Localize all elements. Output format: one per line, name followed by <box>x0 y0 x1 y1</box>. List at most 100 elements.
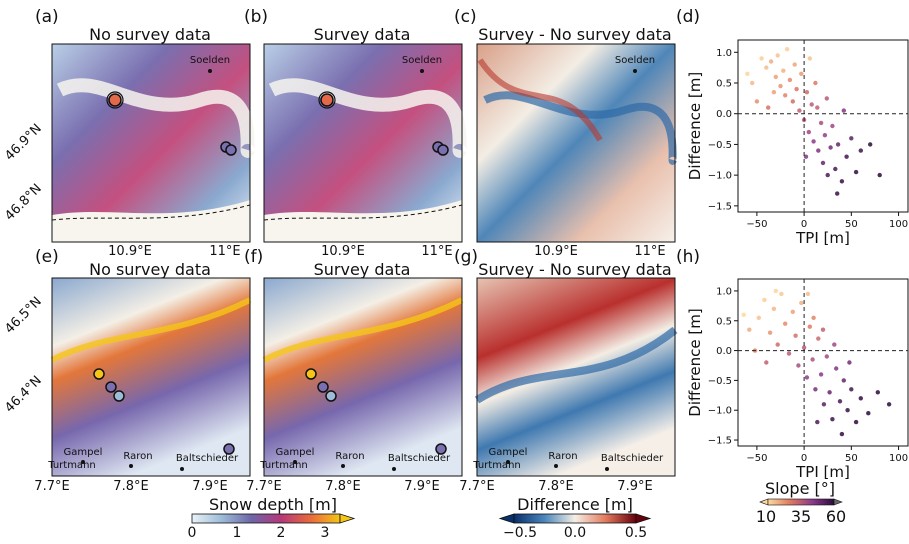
x-tick-label: 0 <box>801 219 807 230</box>
scatter-point <box>868 142 873 147</box>
svg-text:Raron: Raron <box>123 451 152 462</box>
scatter-point <box>811 315 816 320</box>
scatter-point <box>796 363 801 368</box>
scatter-point <box>875 390 880 395</box>
svg-text:Gampel: Gampel <box>64 447 103 458</box>
scatter-point <box>767 330 773 335</box>
scatter-point <box>833 166 838 172</box>
x-tick-label: 50 <box>845 453 858 464</box>
map-title-a: No survey data <box>89 25 211 44</box>
scatter-point <box>793 333 798 338</box>
y-tick-label: 0.0 <box>716 346 732 357</box>
lon-label-g-7-8: 7.8°E <box>538 479 573 494</box>
scatter-point <box>866 411 871 416</box>
scatter-point <box>790 309 795 314</box>
scatter-point <box>801 345 807 350</box>
scatter-point <box>804 90 810 95</box>
panel-label-f: (f) <box>244 247 263 267</box>
scatter-point <box>835 191 840 196</box>
y-tick-label: −1.5 <box>708 436 732 447</box>
svg-text:Soelden: Soelden <box>615 55 655 66</box>
y-tick-label: 1.0 <box>716 286 732 297</box>
lon-label-g-7-9: 7.9°E <box>617 479 652 494</box>
scatter-point <box>792 62 797 67</box>
scatter-point <box>811 139 816 144</box>
scatter-point <box>832 342 837 347</box>
y-tick-label: 1.0 <box>716 48 732 59</box>
scatter-point <box>845 408 850 413</box>
y-tick-label: −1.5 <box>708 201 732 212</box>
map-title-g: Survey - No survey data <box>478 260 671 279</box>
scatter-point <box>809 102 814 107</box>
x-tick-label: 100 <box>889 453 908 464</box>
scatter-point <box>797 108 802 113</box>
svg-text:Turtmann: Turtmann <box>259 460 308 471</box>
scatter-point <box>849 136 854 141</box>
colorbar-snow-tick: 3 <box>321 525 330 540</box>
y-tick-label: −1.0 <box>708 406 732 417</box>
scatter-point <box>844 154 849 159</box>
scatter-point <box>815 419 820 425</box>
scatter-point <box>853 419 859 425</box>
scatter-point <box>849 387 854 392</box>
scatter-point <box>773 288 778 294</box>
scatter-point <box>799 71 804 77</box>
scatter-point <box>877 172 882 178</box>
colorbar-slope-label: Slope [°] <box>765 479 835 498</box>
town-soelden-b: Soelden <box>402 55 442 73</box>
svg-text:Gampel: Gampel <box>276 447 315 458</box>
y-axis-label: Difference [m] <box>686 72 704 180</box>
scatter-point <box>815 105 820 110</box>
lon-label-f-7-9: 7.9°E <box>404 479 439 494</box>
scatter-point <box>824 354 829 359</box>
scatter-point <box>828 145 833 150</box>
x-tick-label: 100 <box>889 219 908 230</box>
map-a <box>51 43 255 243</box>
scatter-point <box>750 80 755 86</box>
scatter-point <box>806 129 811 135</box>
station-marker <box>105 381 117 393</box>
y-tick-label: −1.0 <box>708 171 732 182</box>
y-tick-label: 0.0 <box>716 109 732 120</box>
map-c <box>476 43 677 243</box>
y-tick-label: 0.5 <box>716 316 732 327</box>
scatter-point <box>741 312 746 317</box>
scatter-point <box>839 431 845 437</box>
scatter-point <box>816 336 821 341</box>
scatter-point <box>837 399 843 404</box>
svg-text:Baltschieder: Baltschieder <box>176 453 239 464</box>
lat-label-46-8: 46.8°N <box>2 181 45 224</box>
x-tick-label: −50 <box>746 219 767 230</box>
map-title-f: Survey data <box>314 260 411 279</box>
plot-frame <box>737 39 909 213</box>
scatter-point <box>775 53 780 58</box>
scatter-point <box>818 120 824 126</box>
scatter-point <box>807 56 812 61</box>
panel-label-d: (d) <box>676 7 700 27</box>
colorbar-diff-label: Difference [m] <box>517 495 633 514</box>
scatter-point <box>775 342 780 347</box>
towns-f: Gampel Raron Baltschieder Turtmann <box>259 447 451 471</box>
lat-label-46-9: 46.9°N <box>2 121 45 164</box>
y-axis-label: Difference [m] <box>686 308 704 416</box>
towns-g: Gampel Raron Baltschieder Turtmann <box>472 447 664 471</box>
scatter-point <box>771 90 777 95</box>
town-soelden-c: Soelden <box>615 55 655 73</box>
station-marker-ring <box>318 91 336 109</box>
lat-label-46-4: 46.4°N <box>2 373 45 416</box>
station-marker <box>317 381 329 393</box>
scatter-point <box>783 321 788 326</box>
lon-label-f-7-7: 7.7°E <box>246 479 281 494</box>
scatter-point <box>839 179 845 184</box>
colorbar-diff-tick: 0.0 <box>564 525 586 540</box>
y-tick-label: 0.5 <box>716 79 732 90</box>
colorbar-snow-label: Snow depth [m] <box>209 495 337 514</box>
scatter-point <box>756 315 761 320</box>
scatter-point <box>822 133 828 138</box>
svg-text:Raron: Raron <box>548 451 577 462</box>
station-marker <box>225 144 237 156</box>
lon-label-g-7-7: 7.7°E <box>459 479 494 494</box>
x-tick-label: −50 <box>746 453 767 464</box>
lon-label-e-7-8: 7.8°E <box>113 479 148 494</box>
map-e <box>50 277 252 477</box>
